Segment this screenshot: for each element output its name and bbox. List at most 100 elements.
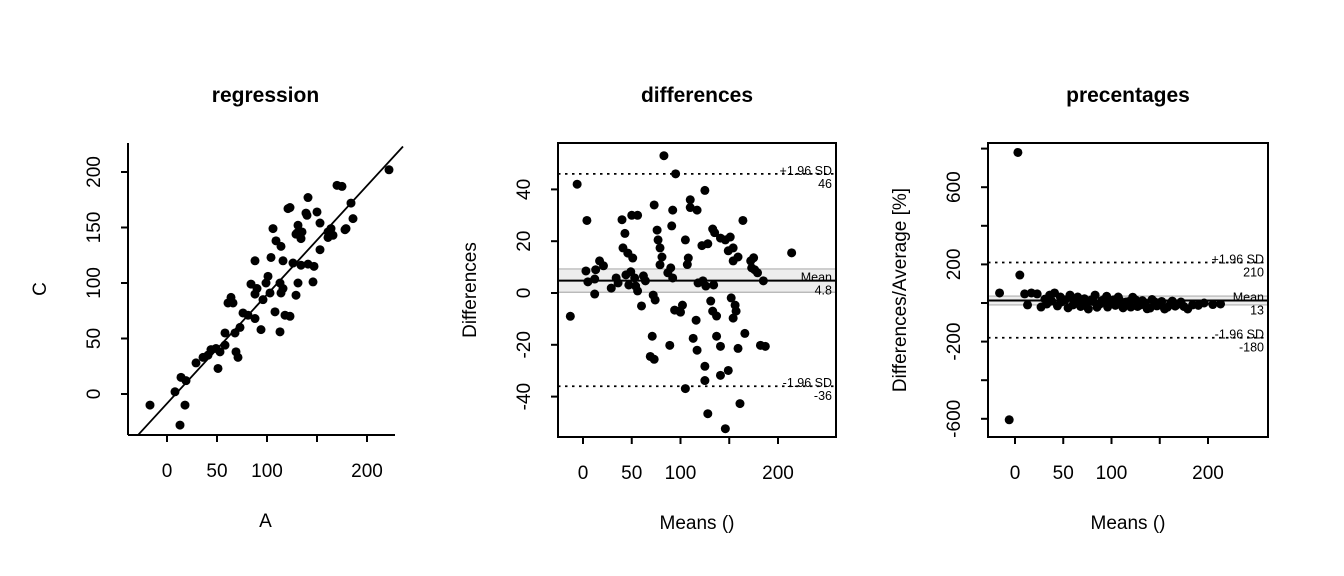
data-point: [309, 261, 319, 271]
x-tick-label: 200: [1192, 463, 1224, 484]
data-point: [308, 277, 318, 287]
data-point: [315, 218, 325, 228]
y-axis-title: Differences: [460, 242, 481, 338]
data-point: [256, 325, 266, 335]
data-point: [655, 260, 665, 270]
y-tick-label: 0: [84, 389, 105, 400]
y-tick-label: -200: [944, 323, 965, 361]
data-point: [228, 298, 238, 308]
data-point: [175, 420, 185, 430]
y-tick-label: -40: [514, 383, 535, 410]
data-point: [715, 370, 725, 380]
data-point: [1020, 289, 1030, 299]
data-point: [676, 307, 685, 317]
data-point: [728, 243, 738, 253]
data-point: [278, 284, 288, 294]
y-tick-label: -600: [944, 400, 965, 438]
data-point: [270, 307, 280, 317]
data-point: [220, 340, 230, 350]
limit-value-label: -36: [814, 389, 832, 403]
data-point: [760, 341, 770, 351]
limit-value-label: 210: [1243, 265, 1264, 279]
data-point: [297, 227, 307, 237]
panel-title: precentages: [1066, 84, 1190, 107]
limit-label: -1.96 SD: [783, 376, 832, 390]
data-point: [266, 252, 276, 262]
data-point: [263, 271, 273, 281]
data-point: [145, 400, 155, 410]
data-point: [740, 328, 750, 338]
data-point: [995, 288, 1005, 298]
data-point: [700, 376, 710, 386]
data-point: [671, 169, 681, 179]
data-point: [258, 295, 268, 305]
data-point: [650, 295, 660, 305]
data-point: [337, 181, 347, 191]
data-point: [677, 300, 687, 310]
data-point: [667, 221, 677, 231]
panel-title: differences: [641, 84, 753, 107]
data-point: [630, 273, 640, 283]
data-point: [649, 354, 659, 364]
data-point: [728, 313, 738, 323]
data-point: [655, 243, 665, 253]
data-point: [293, 278, 303, 288]
y-axis-title: C: [30, 282, 51, 296]
data-point: [633, 210, 643, 220]
data-point: [738, 215, 748, 225]
data-point: [617, 215, 627, 225]
data-point: [1126, 302, 1136, 312]
y-tick-label: 200: [944, 249, 965, 281]
data-point: [384, 165, 394, 175]
data-point: [613, 278, 623, 288]
data-point: [720, 424, 730, 434]
plot-box: [557, 142, 837, 438]
data-point: [250, 256, 260, 266]
data-point: [220, 328, 230, 338]
data-point: [692, 205, 702, 215]
data-point: [265, 288, 275, 298]
data-point: [581, 266, 591, 276]
data-point: [341, 224, 351, 234]
data-point: [628, 253, 638, 263]
limit-label: Mean: [801, 271, 832, 285]
data-point: [606, 283, 616, 293]
data-point: [637, 301, 646, 311]
data-point: [726, 293, 736, 303]
x-tick-label: 200: [762, 463, 794, 484]
y-axis-title: Differences/Average [%]: [890, 188, 911, 392]
data-point: [709, 280, 719, 290]
data-point: [276, 241, 286, 251]
x-tick-label: 200: [351, 461, 383, 482]
data-point: [731, 306, 741, 316]
data-region: [137, 145, 404, 436]
data-point: [668, 273, 678, 283]
data-point: [666, 263, 676, 273]
data-point: [659, 151, 669, 161]
limit-label: +1.96 SD: [1212, 252, 1264, 266]
data-point: [685, 203, 695, 213]
data-point: [733, 343, 743, 353]
data-point: [710, 228, 720, 238]
data-point: [758, 276, 768, 286]
data-point: [1083, 304, 1093, 314]
data-point: [733, 252, 743, 262]
data-point: [725, 232, 735, 242]
data-point: [683, 253, 693, 263]
limit-value-label: 46: [818, 177, 832, 191]
data-point: [328, 230, 338, 240]
data-point: [348, 214, 358, 224]
data-point: [275, 327, 285, 337]
y-tick-label: 40: [514, 179, 535, 200]
data-point: [590, 274, 600, 284]
x-tick-label: 100: [665, 463, 697, 484]
data-point: [180, 400, 190, 410]
data-point: [652, 225, 662, 235]
data-point: [268, 224, 278, 234]
data-point: [624, 280, 634, 290]
data-point: [715, 341, 725, 351]
data-point: [649, 200, 659, 210]
data-point: [285, 203, 295, 213]
